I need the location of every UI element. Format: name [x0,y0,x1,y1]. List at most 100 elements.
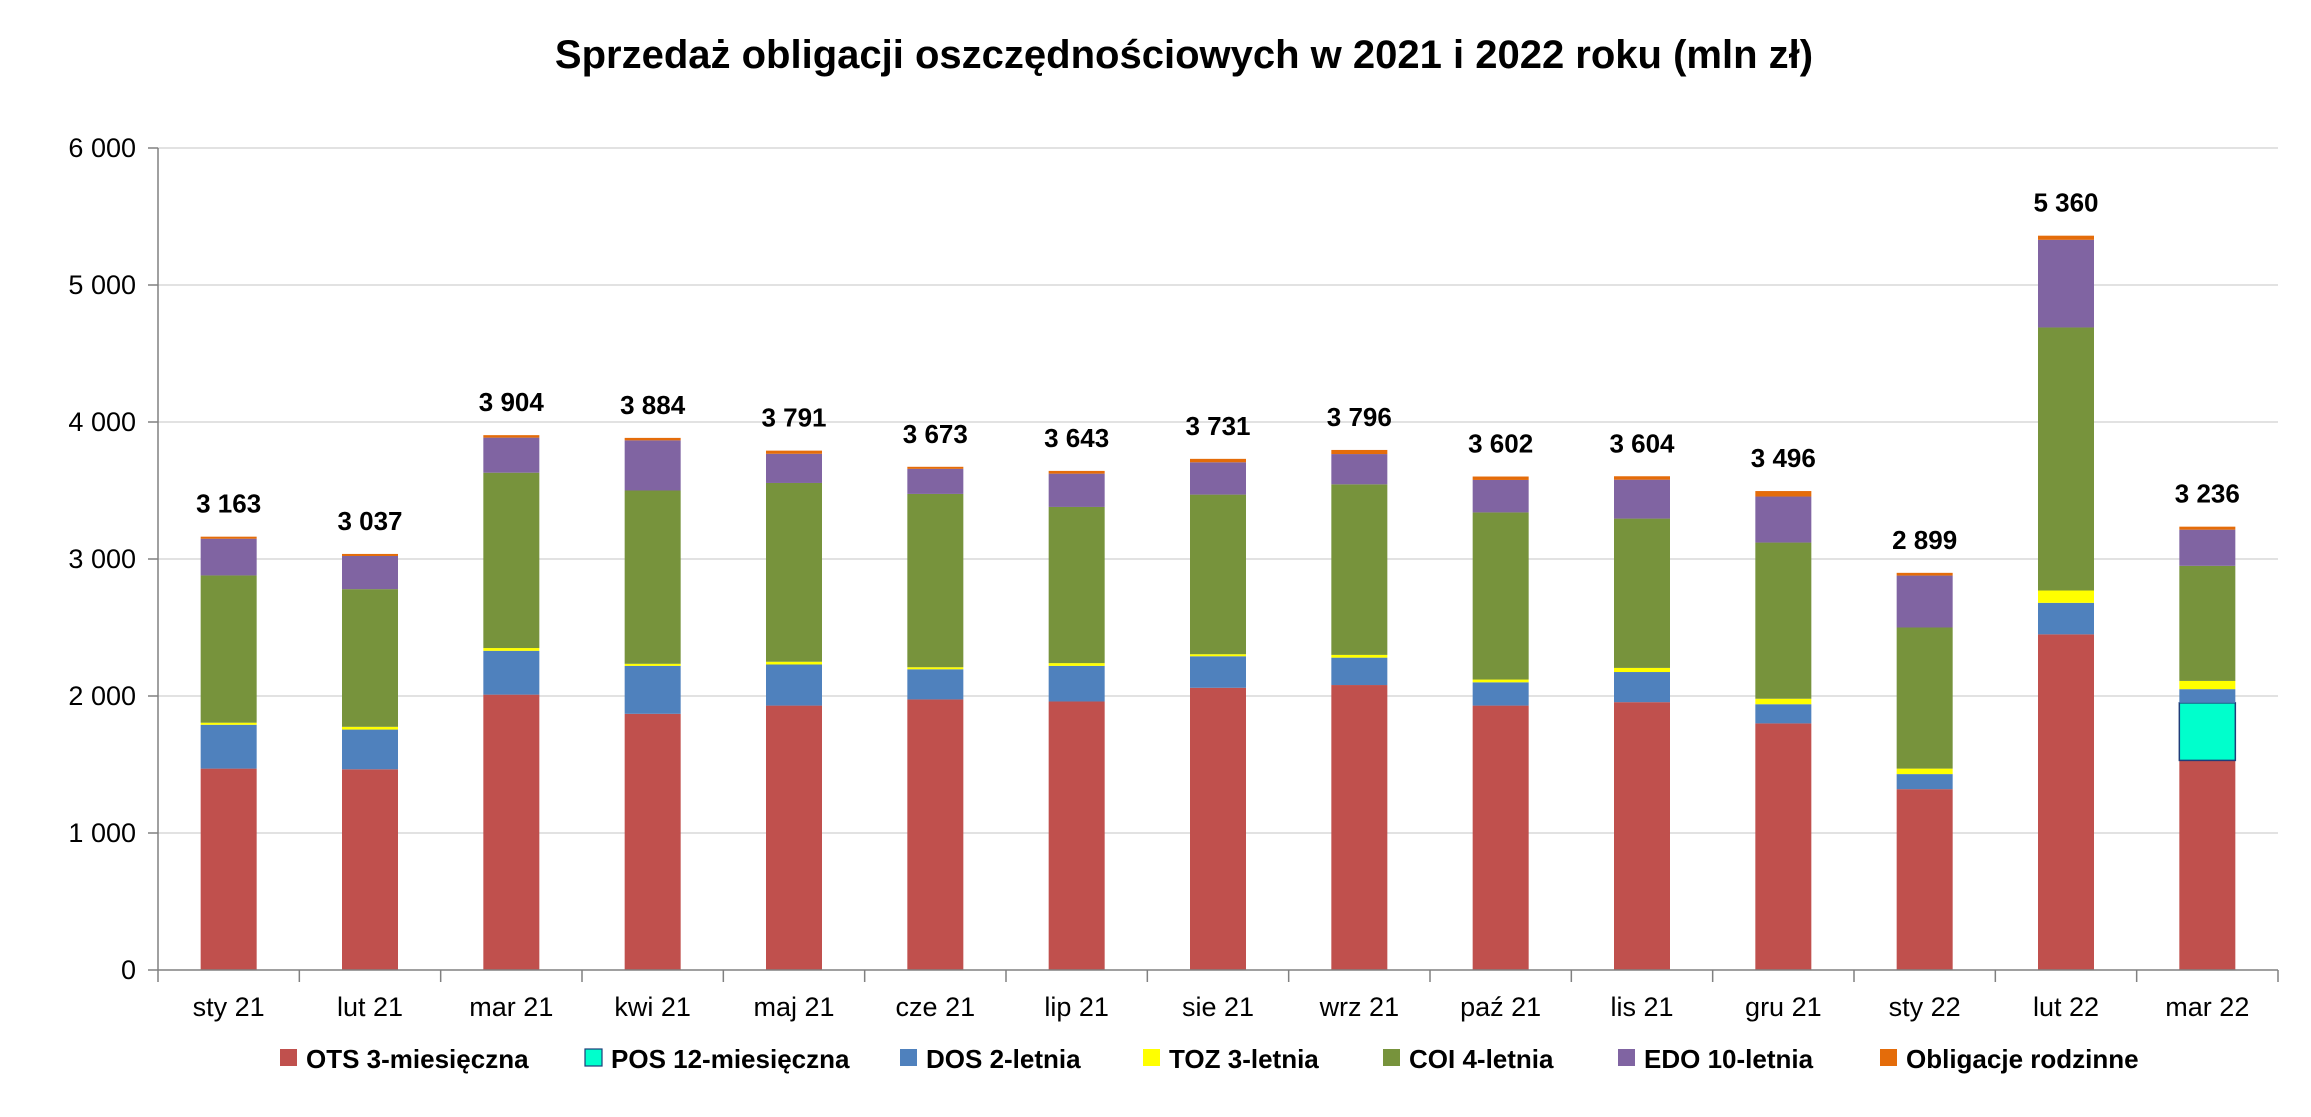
bar-segment [907,669,964,700]
bar-segment [1472,476,1529,480]
bar-segment [2038,602,2094,635]
x-tick-label: lis 21 [1610,992,1673,1022]
bar-segment [1896,774,1953,790]
x-tick-label: mar 21 [469,992,553,1022]
bar-segment [1472,479,1529,513]
legend-label: DOS 2-letnia [926,1044,1081,1074]
x-tick-label: lut 21 [337,992,403,1022]
bar-segment [2179,680,2236,690]
legend-label: Obligacje rodzinne [1906,1044,2139,1074]
legend-swatch [900,1049,917,1066]
bar-segment [1755,542,1812,699]
bar-segment [1190,458,1246,463]
bar-segment [1614,702,1670,970]
bar-segment [1048,506,1105,664]
y-tick-label: 4 000 [68,407,136,437]
legend-swatch [1880,1049,1897,1066]
total-label: 3 037 [337,506,402,536]
bar-segment [1755,698,1812,705]
bar-segment [1755,723,1812,970]
bar-segment [1472,679,1529,683]
bar-segment [1190,656,1246,688]
total-label: 3 236 [2175,479,2240,509]
bar-segment [624,440,681,491]
x-tick-label: lip 21 [1044,992,1109,1022]
bar-segment [1331,454,1388,485]
legend-label: OTS 3-miesięczna [306,1044,529,1074]
bar-segment [624,713,681,970]
bar-segment [766,482,822,662]
bar-segment [483,437,540,473]
bar-segment [624,663,681,666]
x-tick-label: paź 21 [1460,992,1541,1022]
x-tick-label: wrz 21 [1319,992,1400,1022]
bar-segment [200,724,257,769]
legend: OTS 3-miesięczna POS 12-miesięczna DOS 2-l… [280,1044,2139,1074]
bar-segment [483,648,540,651]
bar-segment [342,729,398,770]
bar-segment [1896,789,1953,970]
total-label: 5 360 [2033,188,2098,218]
legend-swatch [1143,1049,1160,1066]
y-tick-label: 0 [121,955,136,985]
legend-swatch [280,1049,297,1066]
bar-segment [1331,685,1388,970]
bar-segment [2038,235,2094,240]
bar-segment [1331,654,1388,658]
legend-swatch [1618,1049,1635,1066]
bar-segment [1331,484,1388,655]
bar-segment [766,705,822,970]
y-tick-label: 1 000 [68,818,136,848]
bar-segment [1048,663,1105,666]
bar-segment [1472,705,1529,970]
total-label: 3 163 [196,489,261,519]
bar-segment [200,768,257,970]
bar-segment [907,699,964,970]
legend-label: TOZ 3-letnia [1169,1044,1319,1074]
bar-segment [1048,665,1105,702]
total-label: 3 673 [903,419,968,449]
legend-label: COI 4-letnia [1409,1044,1554,1074]
bar-segment [907,667,964,670]
bar-segment [766,453,822,483]
bar-segment [1614,479,1670,519]
x-tick-label: lut 22 [2033,992,2099,1022]
total-label: 3 496 [1751,443,1816,473]
bar-segment [2038,590,2094,603]
total-label: 3 796 [1327,402,1392,432]
x-tick-label: gru 21 [1745,992,1822,1022]
bar-segment [1190,687,1246,970]
axes [148,147,2279,982]
bar-segment [1190,494,1246,655]
total-label: 3 604 [1609,428,1675,458]
bar-segment [1331,657,1388,686]
bars-layer [200,235,2237,970]
bar-segment [2179,526,2236,530]
bar-segment [624,490,681,664]
bar-segment [766,664,822,706]
bar-segment [342,555,398,590]
x-tick-label: mar 22 [2165,992,2249,1022]
legend-label: EDO 10-letnia [1644,1044,1814,1074]
bar-segment [907,493,964,668]
bar-segment [342,769,398,970]
bar-segment [2179,565,2236,681]
bar-segment [624,437,681,441]
bar-segment [342,726,398,730]
bar-segment [1614,672,1670,703]
bar-segment [1472,682,1529,706]
bar-segment [2038,239,2094,328]
total-label: 3 884 [620,390,686,420]
bar-segment [1896,768,1953,775]
bar-segment [1048,470,1105,474]
bar-segment [1472,512,1529,680]
x-axis-tick-labels: sty 21 lut 21 mar 21 kwi 21 maj 21 cze 21 lip … [193,992,2250,1022]
x-tick-label: sty 21 [193,992,265,1022]
bar-segment [2179,529,2236,566]
total-label: 3 731 [1185,411,1250,441]
bar-segment [1755,496,1812,543]
bar-segment [907,468,964,494]
x-tick-label: kwi 21 [614,992,691,1022]
legend-swatch [584,1048,603,1067]
